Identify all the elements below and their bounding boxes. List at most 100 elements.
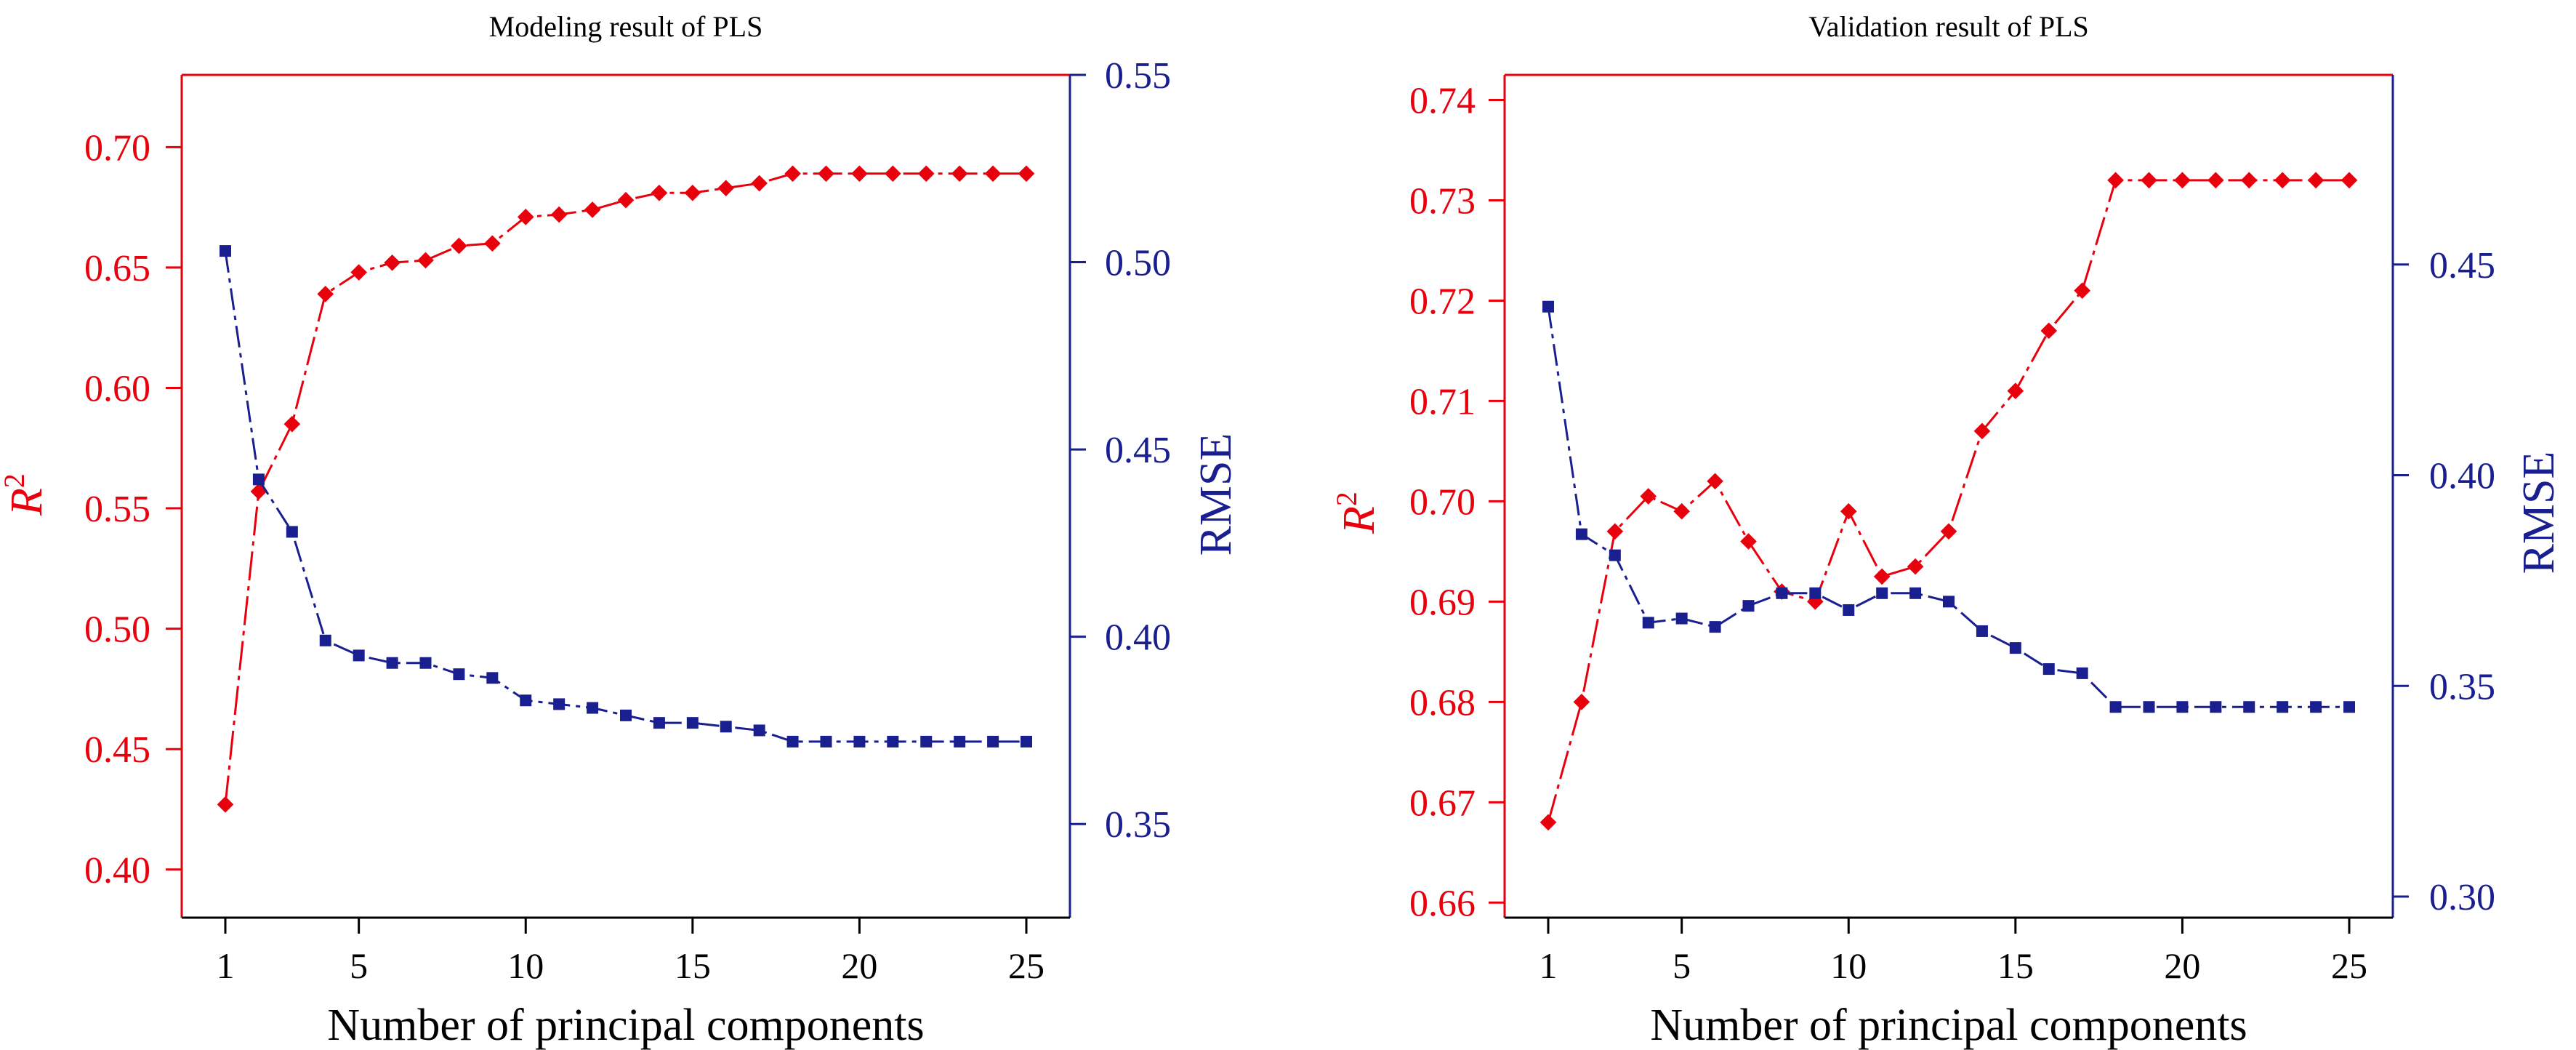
data-point-rmse: [319, 634, 331, 646]
x-tick-label: 25: [2331, 945, 2367, 986]
data-point-r2: [684, 184, 701, 201]
x-tick-label: 1: [1539, 945, 1558, 986]
left-y-tick-label: 0.72: [1409, 281, 1476, 322]
left-y-tick-label: 0.70: [84, 127, 150, 169]
x-axis-label: Number of principal components: [1650, 1001, 2247, 1050]
chart-title: Validation result of PLS: [1808, 10, 2089, 43]
x-tick-label: 10: [1830, 945, 1867, 986]
left-y-tick-label: 0.66: [1409, 883, 1476, 924]
data-point-r2: [951, 165, 968, 183]
data-point-r2: [717, 180, 735, 196]
data-point-r2: [2141, 172, 2157, 189]
data-point-r2: [451, 237, 467, 255]
data-point-r2: [317, 286, 334, 302]
right-y-tick-label: 0.45: [1105, 430, 1171, 471]
data-point-rmse: [2210, 701, 2222, 713]
data-point-r2: [2307, 172, 2325, 189]
data-point-r2: [217, 796, 234, 813]
x-tick-label: 20: [2164, 945, 2200, 986]
data-point-r2: [1573, 694, 1590, 710]
left-y-tick-label: 0.45: [84, 729, 150, 771]
left-y-tick-label: 0.40: [84, 850, 150, 891]
data-point-rmse: [520, 694, 532, 707]
data-point-rmse: [1909, 587, 1922, 599]
data-point-r2: [384, 254, 401, 271]
right-y-tick-label: 0.30: [2429, 877, 2495, 918]
left-y-tick-label: 0.50: [84, 609, 150, 651]
data-point-r2: [1606, 523, 1624, 540]
data-point-rmse: [2277, 701, 2289, 713]
series-line-r2: [1547, 179, 2349, 823]
left-y-tick-label: 0.55: [84, 489, 150, 530]
left-y-tick-label: 0.68: [1409, 682, 1476, 724]
series-line-rmse: [1547, 306, 2349, 708]
data-point-r2: [550, 206, 568, 223]
data-point-rmse: [419, 657, 432, 669]
data-point-r2: [350, 264, 367, 281]
right-y-tick-label: 0.40: [1105, 617, 1171, 659]
data-point-r2: [2074, 282, 2090, 299]
right-y-axis-label: RMSE: [2514, 452, 2564, 574]
data-point-rmse: [1876, 587, 1888, 599]
data-point-rmse: [286, 526, 298, 538]
data-point-r2: [885, 165, 901, 183]
right-y-tick-label: 0.35: [2429, 666, 2495, 708]
data-point-rmse: [753, 724, 765, 737]
data-point-r2: [818, 165, 834, 183]
data-point-rmse: [1021, 735, 1032, 748]
data-point-rmse: [2243, 701, 2255, 713]
data-point-rmse: [786, 735, 799, 748]
left-y-axis-label-sup: 2: [0, 473, 31, 488]
data-point-rmse: [2009, 642, 2021, 654]
right-y-tick-label: 0.45: [2429, 245, 2495, 286]
data-point-r2: [617, 191, 635, 209]
data-point-rmse: [686, 717, 699, 729]
data-point-r2: [1940, 523, 1957, 540]
data-point-rmse: [720, 721, 732, 733]
right-y-tick-label: 0.40: [2429, 456, 2495, 497]
data-point-r2: [851, 165, 868, 183]
data-point-r2: [2207, 172, 2224, 189]
data-point-r2: [1840, 502, 1857, 520]
series-line-rmse: [224, 250, 1026, 743]
data-point-r2: [1640, 488, 1657, 505]
data-point-rmse: [2343, 701, 2355, 713]
data-point-rmse: [386, 657, 398, 669]
data-point-rmse: [453, 668, 465, 681]
left-y-tick-label: 0.60: [84, 368, 150, 409]
data-point-rmse: [820, 735, 832, 748]
left-y-axis-label: R2: [1330, 492, 1384, 534]
left-y-axis-label-sup: 2: [1330, 492, 1363, 506]
data-point-rmse: [553, 698, 565, 710]
data-point-r2: [917, 165, 935, 183]
data-point-r2: [584, 201, 601, 218]
left-y-tick-label: 0.70: [1409, 481, 1476, 523]
data-point-r2: [751, 175, 768, 192]
data-point-r2: [2107, 172, 2124, 189]
data-point-rmse: [1943, 596, 1955, 608]
data-point-r2: [2240, 172, 2258, 189]
data-point-rmse: [1776, 587, 1788, 599]
data-point-r2: [283, 415, 301, 433]
data-point-rmse: [653, 717, 665, 729]
data-point-rmse: [2310, 701, 2322, 713]
data-point-rmse: [2076, 667, 2088, 679]
right-y-tick-label: 0.35: [1105, 804, 1171, 846]
data-point-r2: [417, 252, 434, 269]
data-point-rmse: [1609, 549, 1621, 561]
data-point-rmse: [353, 649, 365, 662]
right-y-tick-label: 0.50: [1105, 243, 1171, 284]
data-point-r2: [1973, 422, 1991, 440]
data-point-rmse: [920, 735, 933, 748]
x-tick-label: 5: [1673, 945, 1691, 986]
data-point-r2: [984, 165, 1002, 183]
data-point-rmse: [587, 702, 599, 714]
x-tick-label: 25: [1008, 945, 1045, 986]
data-point-rmse: [1575, 528, 1587, 540]
data-point-r2: [784, 165, 801, 183]
data-point-r2: [1907, 558, 1924, 575]
left-y-tick-label: 0.71: [1409, 381, 1476, 422]
x-tick-label: 1: [217, 945, 235, 986]
x-tick-label: 15: [1997, 945, 2034, 986]
